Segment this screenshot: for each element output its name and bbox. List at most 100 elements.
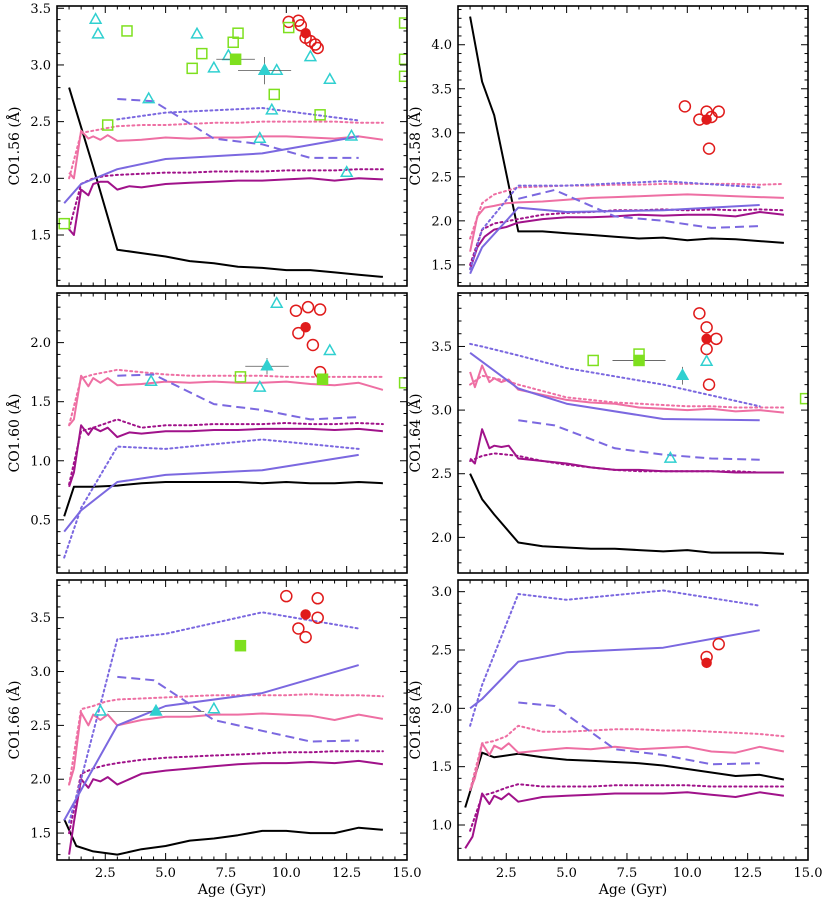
series-purple-dashed [117, 675, 359, 743]
point-red-mean [701, 114, 712, 125]
plot-area [63, 296, 407, 559]
point-lime-mean [633, 354, 645, 367]
panel-co156: 1.5 2.0 2.5 3.0 3.5 CO1.56 (Å) [5, 2, 408, 287]
point-lime-open [398, 377, 407, 389]
point-lime-open [587, 354, 599, 367]
series-purple-dashed [117, 98, 359, 159]
y-axis-label: CO1.64 (Å) [406, 394, 424, 473]
point-red-open [678, 100, 692, 113]
y-tick-label: 2.0 [431, 702, 452, 717]
point-lime-mean [229, 53, 242, 66]
panel-co160: 0.5 1.0 1.5 2.0 CO1.60 (Å) [5, 292, 408, 574]
series-pink-dotted [68, 120, 384, 180]
y-tick-label: 2.0 [431, 531, 452, 546]
point-red-open [693, 307, 706, 320]
series-purple-dotted [469, 180, 761, 271]
point-cyan-open [207, 701, 221, 714]
y-tick-label: 2.5 [431, 644, 452, 659]
series-purple-solid [469, 351, 760, 422]
series-purple-dashed [518, 419, 760, 461]
series-purple-solid [469, 629, 760, 710]
point-red-open [311, 592, 324, 605]
series-purple-solid [63, 664, 359, 821]
series-pink-solid [469, 364, 785, 414]
point-cyan-open [340, 165, 354, 177]
x-tick-label: 5.0 [155, 866, 176, 881]
point-lime-open [101, 119, 114, 131]
y-tick-label: 1.5 [431, 258, 452, 273]
point-red-open [702, 378, 716, 391]
y-tick-label: 3.5 [431, 82, 452, 97]
x-tick-label: 15.0 [393, 866, 422, 881]
point-cyan-open [270, 296, 284, 308]
axes-frame [457, 292, 809, 574]
xlabel-right: Age (Gyr) [598, 882, 668, 898]
xlabel-left: Age (Gyr) [197, 882, 267, 898]
y-tick-label: 4.0 [431, 38, 452, 53]
point-red-open [299, 630, 312, 644]
point-red-open [712, 105, 725, 118]
series-purple-solid [469, 204, 760, 275]
series-purple-solid [63, 135, 359, 204]
series-pink-solid [469, 193, 784, 252]
y-tick-label: 3.0 [431, 404, 452, 419]
point-red-open [712, 637, 725, 651]
point-cyan-open [265, 102, 279, 115]
y-tick-label: 1.5 [30, 228, 51, 243]
series-black [469, 16, 784, 244]
point-red-open [311, 611, 324, 624]
plot-area [469, 16, 785, 275]
point-cyan-mean [149, 703, 163, 716]
point-cyan-open [91, 26, 105, 39]
series-magenta-dotted [469, 452, 785, 474]
series-purple-dotted [68, 611, 360, 824]
y-tick-label: 1.5 [431, 760, 452, 775]
plot-area [464, 589, 785, 849]
panel-co158: 1.5 2.0 2.5 3.0 3.5 4.0 CO1.58 (Å) [406, 5, 809, 287]
series-purple-dotted [469, 589, 761, 727]
series-purple-solid [63, 453, 359, 533]
series-pink-dotted [469, 374, 785, 409]
y-axis-label: CO1.68 (Å) [406, 681, 424, 760]
series-pink-dotted [68, 693, 384, 786]
series-black [464, 751, 785, 808]
plot-area [58, 12, 407, 278]
series-pink-solid [68, 711, 384, 785]
y-tick-label: 1.5 [30, 395, 51, 410]
panel-co168: 2.5 5.0 7.5 10.0 12.5 15.0 1.0 1.5 2.0 2.5 3.0 CO1.… [406, 579, 822, 881]
plot-area [469, 307, 808, 555]
series-magenta-dotted [68, 418, 384, 486]
x-tick-label: 10.0 [272, 866, 301, 881]
point-lime-open [268, 88, 280, 101]
series-magenta-solid [68, 424, 383, 488]
x-tick-label: 2.5 [496, 866, 517, 881]
series-black [68, 87, 383, 278]
series-black [469, 473, 784, 555]
point-lime-open [314, 109, 326, 121]
series-purple-dotted [63, 438, 360, 559]
point-cyan-open [190, 26, 204, 39]
point-lime-mean [234, 639, 247, 652]
point-red-mean [300, 609, 311, 620]
series-pink-solid [68, 129, 384, 180]
point-cyan-open [303, 49, 318, 62]
axes-frame [457, 579, 809, 861]
series-purple-dotted [469, 342, 761, 408]
axes-frame [457, 5, 809, 287]
point-cyan-open [88, 12, 103, 24]
point-cyan-open [699, 354, 714, 367]
point-red-open [313, 303, 327, 316]
y-tick-label: 2.5 [30, 115, 51, 130]
point-lime-open [121, 25, 133, 37]
point-red-open [710, 332, 723, 346]
point-cyan-mean [675, 368, 690, 381]
y-axis-label: CO1.66 (Å) [5, 681, 23, 760]
y-tick-label: 1.5 [30, 827, 51, 842]
series-pink-solid [469, 742, 785, 791]
point-lime-open [282, 21, 295, 34]
point-cyan-open [663, 450, 678, 463]
point-red-mean [300, 322, 311, 333]
point-lime-open [58, 217, 70, 230]
series-black [63, 818, 383, 856]
